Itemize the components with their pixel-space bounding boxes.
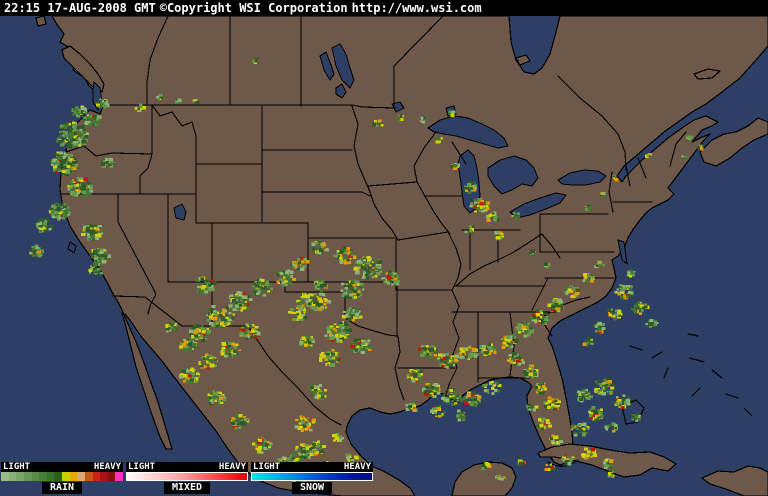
- nova-scotia: [699, 117, 768, 167]
- haida-gwaii: [35, 16, 47, 27]
- lake-of-the-woods: [391, 101, 405, 113]
- legend-group-snow: LIGHT HEAVY SNOW: [251, 462, 373, 495]
- anticosti-island: [693, 68, 721, 80]
- lakes: [67, 43, 628, 265]
- mixed-light-label: LIGHT: [128, 462, 156, 472]
- rain-light-label: LIGHT: [3, 462, 31, 472]
- lake-manitoba: [335, 83, 347, 99]
- copyright-text: ©Copyright WSI Corporation: [159, 1, 348, 15]
- rain-intensity-header: LIGHT HEAVY: [1, 462, 123, 472]
- lake-huron: [487, 155, 539, 195]
- legend-group-rain: LIGHT HEAVY RAIN: [1, 462, 123, 495]
- rain-label: RAIN: [41, 482, 83, 494]
- lake-winnipeg: [331, 43, 355, 89]
- mixed-intensity-header: LIGHT HEAVY: [126, 462, 248, 472]
- bahamas-and-keys: [547, 333, 753, 467]
- lake-winnipegosis: [319, 51, 335, 81]
- chesapeake-bay: [617, 239, 628, 265]
- north-america-continent: [51, 16, 768, 496]
- snow-label: SNOW: [291, 482, 333, 494]
- san-francisco-bay: [67, 241, 77, 254]
- akimiski-island: [515, 54, 531, 66]
- timestamp: 22:15 17-AUG-2008 GMT: [4, 1, 156, 15]
- website-url: http://www.wsi.com: [351, 1, 482, 15]
- lake-erie: [509, 192, 567, 219]
- snow-scale-bar: [251, 472, 373, 481]
- yucatan-peninsula: [451, 461, 517, 496]
- mixed-label: MIXED: [163, 482, 211, 494]
- hispaniola: [701, 465, 768, 496]
- great-salt-lake: [173, 203, 187, 221]
- lake-superior: [427, 115, 509, 149]
- rain-scale-bar: [1, 472, 123, 481]
- vancouver-island: [61, 45, 105, 93]
- lake-ontario: [557, 169, 607, 186]
- snow-light-label: LIGHT: [253, 462, 281, 472]
- radar-precipitation-overlay: [29, 57, 704, 485]
- state-and-province-borders: [61, 16, 687, 426]
- snow-heavy-label: HEAVY: [343, 462, 371, 472]
- mixed-scale-bar: [126, 472, 248, 481]
- rain-heavy-label: HEAVY: [93, 462, 121, 472]
- snow-intensity-header: LIGHT HEAVY: [251, 462, 373, 472]
- legend-group-mixed: LIGHT HEAVY MIXED: [126, 462, 248, 495]
- radar-map: [0, 16, 768, 496]
- status-bar: 22:15 17-AUG-2008 GMT ©Copyright WSI Corp…: [0, 0, 768, 16]
- precipitation-legend: LIGHT HEAVY RAIN LIGHT HEAVY MIXED LIGHT…: [1, 462, 373, 495]
- mixed-heavy-label: HEAVY: [218, 462, 246, 472]
